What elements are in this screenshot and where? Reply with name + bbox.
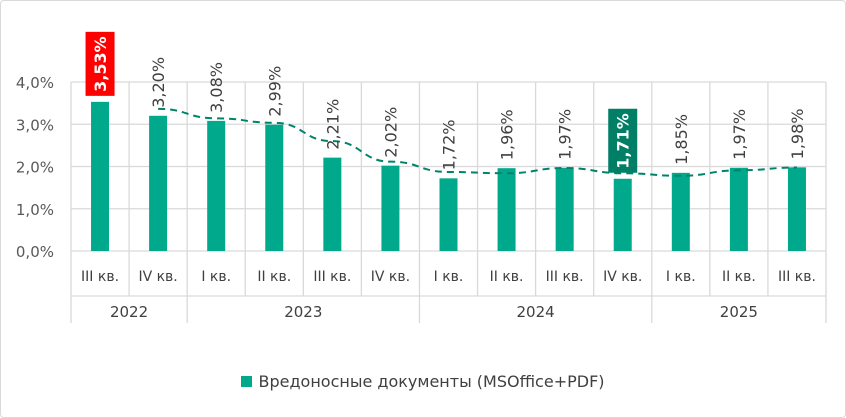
year-label: 2025	[720, 303, 758, 321]
category-label: I кв.	[201, 269, 231, 285]
data-label: 1,96%	[498, 109, 517, 160]
highlight-label-box	[608, 108, 638, 173]
bar	[787, 167, 806, 251]
year-label: 2023	[284, 303, 322, 321]
bar	[555, 167, 574, 251]
bar	[323, 157, 342, 251]
category-label: II кв.	[722, 269, 756, 285]
category-label: III кв.	[546, 269, 584, 285]
y-tick-label: 0,0%	[16, 243, 54, 261]
data-label: 2,99%	[265, 66, 284, 117]
y-tick-label: 1,0%	[16, 201, 54, 219]
bar	[91, 101, 110, 251]
category-label: II кв.	[257, 269, 291, 285]
bar	[729, 167, 748, 251]
bar	[613, 178, 632, 251]
year-label: 2022	[110, 303, 148, 321]
y-tick-label: 4,0%	[16, 74, 54, 92]
category-label: III кв.	[778, 269, 816, 285]
bar	[207, 120, 226, 252]
bar	[381, 165, 400, 251]
data-label: 1,72%	[440, 120, 459, 171]
data-label: 1,85%	[672, 114, 691, 165]
data-label: 2,21%	[323, 99, 342, 150]
year-label: 2024	[517, 303, 555, 321]
highlight-label-box	[85, 31, 115, 96]
data-label: 3,53%	[91, 36, 110, 92]
data-label: 1,71%	[614, 113, 633, 169]
data-label: 1,97%	[556, 109, 575, 160]
bar	[497, 168, 516, 251]
y-tick-label: 3,0%	[16, 116, 54, 134]
legend-label: Вредоносные документы (MSOffice+PDF)	[258, 372, 605, 391]
bar	[439, 178, 458, 251]
category-label: I кв.	[434, 269, 464, 285]
category-label: III кв.	[313, 269, 351, 285]
bar	[265, 124, 284, 251]
category-label: IV кв.	[371, 269, 410, 285]
legend-swatch	[241, 376, 253, 387]
data-label: 3,08%	[207, 62, 226, 113]
category-label: I кв.	[666, 269, 696, 285]
trendline	[158, 107, 797, 177]
data-label: 2,02%	[381, 107, 400, 158]
y-tick-label: 2,0%	[16, 159, 54, 177]
bar	[149, 115, 168, 251]
data-label: 1,97%	[730, 109, 749, 160]
data-label: 1,98%	[788, 109, 807, 160]
data-label: 3,20%	[149, 57, 168, 108]
category-label: IV кв.	[603, 269, 642, 285]
bar	[671, 172, 690, 251]
category-label: II кв.	[490, 269, 524, 285]
category-label: IV кв.	[138, 269, 177, 285]
legend: Вредоносные документы (MSOffice+PDF)	[0, 372, 846, 391]
category-label: III кв.	[81, 269, 119, 285]
